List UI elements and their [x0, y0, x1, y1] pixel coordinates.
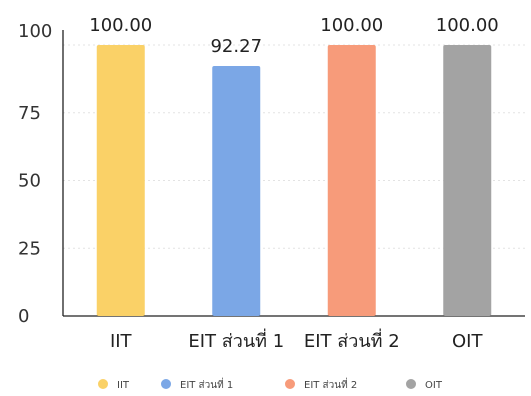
y-tick-label: 25 — [18, 238, 41, 259]
category-label: OIT — [452, 331, 483, 352]
y-tick-label: 100 — [18, 21, 52, 42]
legend-swatch — [161, 379, 171, 389]
y-tick-labels: 0 25 50 75 100 — [18, 21, 52, 327]
legend-swatch — [406, 379, 416, 389]
data-label: 100.00 — [89, 15, 152, 36]
bar-2 — [212, 65, 261, 316]
bar-1 — [96, 45, 145, 316]
category-labels: IIT EIT ส่วนที่ 1 EIT ส่วนที่ 2 OIT — [110, 328, 484, 352]
legend: IIT EIT ส่วนที่ 1 EIT ส่วนที่ 2 OIT — [98, 377, 443, 391]
category-label: IIT — [110, 331, 133, 352]
data-label: 100.00 — [436, 15, 499, 36]
bar-4 — [443, 45, 492, 316]
bars — [96, 45, 492, 316]
y-tick-label: 0 — [18, 306, 29, 327]
legend-swatch — [98, 379, 108, 389]
category-label: EIT ส่วนที่ 1 — [188, 328, 284, 352]
data-label: 92.27 — [210, 36, 262, 57]
category-label: EIT ส่วนที่ 2 — [304, 328, 400, 352]
legend-label: EIT ส่วนที่ 1 — [180, 377, 233, 391]
legend-swatch — [285, 379, 295, 389]
y-tick-label: 50 — [18, 171, 41, 192]
data-label: 100.00 — [320, 15, 383, 36]
bar-3 — [327, 45, 376, 316]
data-labels: 100.00 92.27 100.00 100.00 — [89, 15, 498, 57]
y-tick-label: 75 — [18, 103, 41, 124]
legend-label: EIT ส่วนที่ 2 — [304, 377, 357, 391]
legend-label: IIT — [117, 380, 130, 391]
legend-label: OIT — [425, 380, 443, 391]
